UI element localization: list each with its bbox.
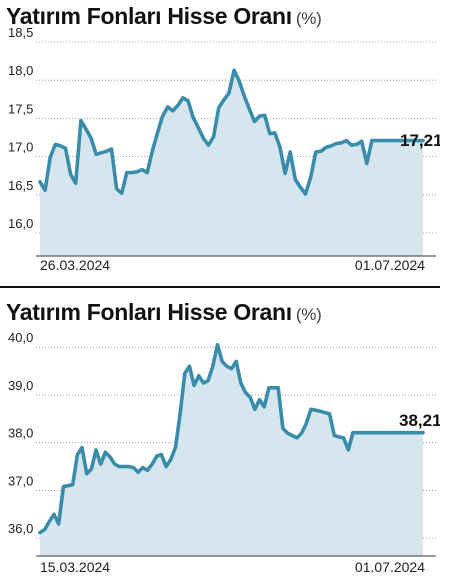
- chart-1-ytick-label: 18,5: [8, 28, 33, 40]
- chart-2-end-value-label: 38,21: [399, 411, 440, 430]
- chart-2-ytick-label: 40,0: [8, 330, 33, 345]
- chart-1-end-value-label: 17,21: [400, 131, 440, 150]
- chart-1-x-end-label: 01.07.2024: [355, 257, 425, 273]
- chart-1-ytick-label: 16,5: [8, 178, 33, 193]
- chart-2-ytick-label: 38,0: [8, 426, 33, 441]
- chart-1: 18,5 18,0 17,5 17,0 16,5 16,0 26.03.2024 01.07.…: [8, 28, 440, 273]
- chart-1-ytick-label: 18,0: [8, 63, 33, 78]
- chart-2-x-end-label: 01.07.2024: [355, 559, 425, 575]
- chart-1-ytick-label: 16,0: [8, 216, 33, 231]
- chart-1-area: [40, 70, 423, 256]
- chart-1-title: Yatırım Fonları Hisse Oranı (%): [6, 3, 322, 30]
- chart-2-ytick-label: 36,0: [8, 521, 33, 536]
- chart-1-x-start-label: 26.03.2024: [40, 257, 110, 273]
- chart-2-area: [40, 344, 423, 556]
- chart-1-series-line: [38, 68, 425, 196]
- chart-1-ytick-label: 17,0: [8, 140, 33, 155]
- chart-2: 40,0 39,0 38,0 37,0 36,0 15.03.2024 01.07.2024…: [8, 330, 440, 575]
- chart-2-title-unit: (%): [295, 305, 322, 324]
- chart-1-title-unit: (%): [295, 9, 322, 28]
- chart-2-x-start-label: 15.03.2024: [40, 559, 110, 575]
- chart-2-title: Yatırım Fonları Hisse Oranı (%): [6, 299, 322, 326]
- chart-2-ytick-label: 39,0: [8, 378, 33, 393]
- chart-2-title-text: Yatırım Fonları Hisse Oranı: [6, 299, 292, 325]
- chart-1-ytick-label: 17,5: [8, 101, 33, 116]
- chart-1-title-text: Yatırım Fonları Hisse Oranı: [6, 3, 292, 29]
- chart-2-series-line: [38, 342, 425, 535]
- chart-2-ytick-label: 37,0: [8, 473, 33, 488]
- chart-divider: [0, 286, 440, 288]
